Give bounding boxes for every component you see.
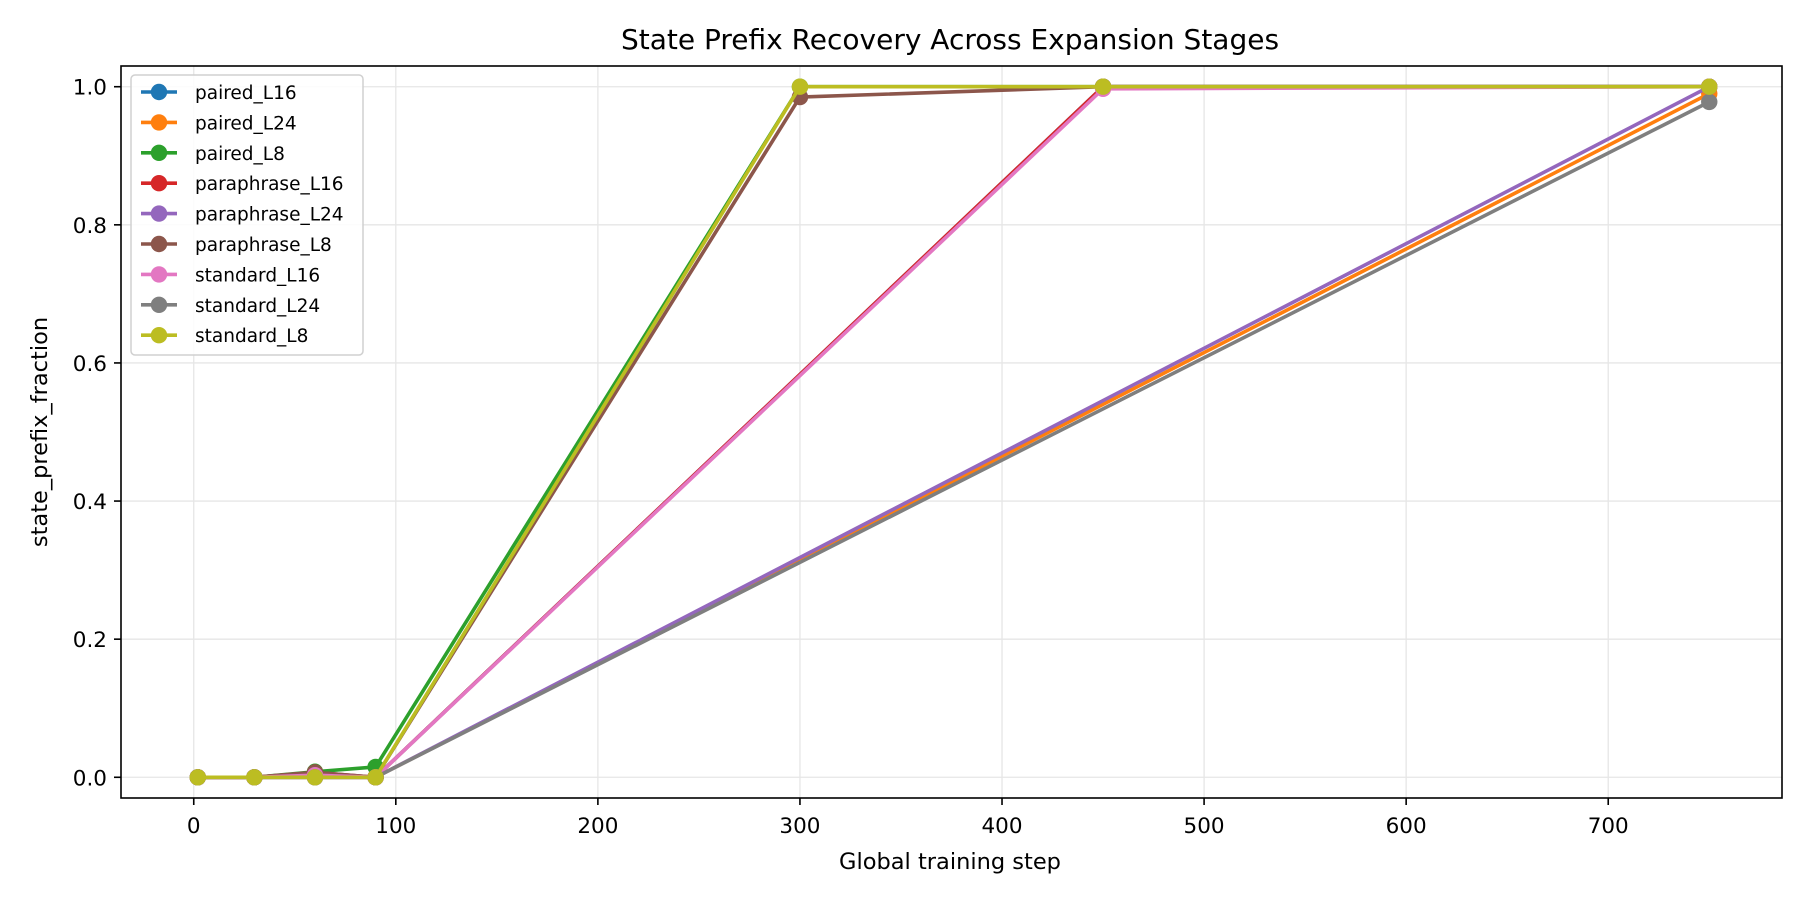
legend-swatch-marker <box>150 296 168 313</box>
x-axis-label: Global training step <box>839 849 1061 875</box>
data-point <box>791 78 809 95</box>
legend-label: paraphrase_L16 <box>195 174 344 195</box>
legend-label: paraphrase_L8 <box>195 235 332 256</box>
series-paraphrase_L8 <box>189 78 1718 786</box>
legend-label: standard_L24 <box>195 296 320 317</box>
series-standard_L24 <box>189 93 1718 786</box>
data-point <box>306 769 324 786</box>
legend-label: paired_L24 <box>195 113 297 134</box>
legend-label: paraphrase_L24 <box>195 205 344 226</box>
series-line <box>195 84 1712 780</box>
x-tick-label: 0 <box>187 814 201 839</box>
legend-swatch-marker <box>150 266 168 283</box>
legend-swatch-marker <box>150 144 168 161</box>
series-paired_L24 <box>189 85 1718 786</box>
legend-swatch-marker <box>150 175 168 192</box>
y-tick-label: 0.8 <box>73 214 107 239</box>
series-paired_L16 <box>189 78 1718 786</box>
series-paired_L8 <box>189 78 1718 786</box>
legend-swatch-marker <box>150 235 168 253</box>
data-point <box>1094 78 1112 95</box>
legend-box <box>130 74 364 356</box>
legend-item: standard_L8 <box>141 326 308 347</box>
grid <box>121 66 1782 798</box>
x-tick-label: 500 <box>1184 814 1225 839</box>
x-tick-label: 200 <box>577 814 618 839</box>
x-tick-label: 600 <box>1386 814 1427 839</box>
data-point <box>1701 93 1718 111</box>
data-point <box>1701 78 1718 95</box>
y-tick-label: 0.4 <box>73 490 107 515</box>
legend-swatch-marker <box>150 327 168 344</box>
y-tick-label: 0.6 <box>73 352 107 377</box>
chart-title: State Prefix Recovery Across Expansion S… <box>621 23 1279 56</box>
legend-item: paraphrase_L24 <box>141 205 344 226</box>
legend-item: standard_L24 <box>141 296 320 317</box>
series-line <box>195 84 1712 780</box>
legend-item: paired_L16 <box>141 83 297 104</box>
series-line <box>195 84 1712 780</box>
legend-label: paired_L16 <box>195 83 297 104</box>
legend: paired_L16 paired_L24 paired_L8 paraphrase_… <box>130 74 364 356</box>
y-tick-label: 0.0 <box>73 766 107 791</box>
series-paraphrase_L24 <box>189 78 1718 786</box>
series-standard_L16 <box>189 78 1718 786</box>
x-tick-label: 300 <box>779 814 820 839</box>
x-tick-label: 100 <box>375 814 416 839</box>
x-axis-ticks: 0 100 200 300 400 500 600 700 <box>187 798 1629 839</box>
legend-item: paraphrase_L8 <box>141 235 332 256</box>
series-line <box>195 84 1712 780</box>
y-tick-label: 0.2 <box>73 628 107 653</box>
legend-item: standard_L16 <box>141 265 320 286</box>
x-tick-label: 400 <box>981 814 1022 839</box>
series-line <box>195 84 1712 780</box>
data-point <box>189 769 206 786</box>
legend-item: paired_L8 <box>141 144 285 165</box>
series-paraphrase_L16 <box>189 78 1718 786</box>
legend-label: paired_L8 <box>195 144 285 165</box>
series-line <box>195 91 1712 780</box>
legend-label: standard_L8 <box>195 326 308 347</box>
data-point <box>246 769 263 786</box>
y-tick-label: 1.0 <box>73 76 107 101</box>
x-tick-label: 700 <box>1588 814 1629 839</box>
y-axis-label: state_prefix_fraction <box>27 317 53 547</box>
series-line <box>195 84 1712 780</box>
data-point <box>367 769 384 786</box>
series-lines <box>189 78 1718 786</box>
series-standard_L8 <box>189 78 1718 786</box>
legend-label: standard_L16 <box>195 265 320 286</box>
legend-item: paraphrase_L16 <box>141 174 344 195</box>
y-axis-ticks: 0.0 0.2 0.4 0.6 0.8 1.0 <box>73 76 121 791</box>
legend-swatch-marker <box>150 114 168 131</box>
legend-swatch-marker <box>150 205 168 222</box>
legend-swatch-marker <box>150 83 168 101</box>
series-line <box>195 84 1712 780</box>
legend-item: paired_L24 <box>141 113 297 134</box>
plot-area-frame <box>120 65 1783 799</box>
